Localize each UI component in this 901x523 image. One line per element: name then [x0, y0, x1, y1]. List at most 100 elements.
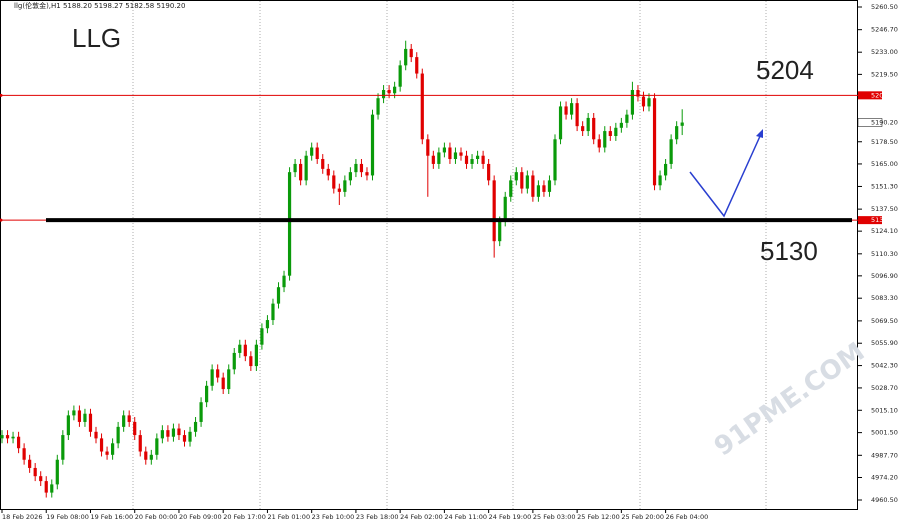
x-tick-label: 21 Feb 01:00 — [267, 513, 310, 521]
x-tick-label: 20 Feb 00:00 — [135, 513, 178, 521]
x-tick-label: 26 Feb 04:00 — [666, 513, 709, 521]
candle-body — [160, 430, 164, 439]
candle-body — [260, 328, 264, 345]
candle-body — [442, 147, 446, 153]
candle-body — [50, 484, 54, 493]
candle-body — [11, 436, 15, 439]
candle-body — [304, 155, 308, 181]
plot-frame — [0, 0, 858, 510]
candle-body — [238, 344, 242, 353]
x-tick-label: 25 Feb 03:00 — [533, 513, 576, 521]
candle-body — [614, 127, 618, 137]
candle-body — [470, 159, 474, 164]
candle-body — [254, 344, 258, 367]
y-tick-label: 5151.30 — [871, 182, 898, 190]
candle-body — [66, 415, 70, 436]
candle-body — [193, 421, 198, 432]
candle-body — [415, 57, 419, 74]
x-tick-label: 24 Feb 11:00 — [444, 513, 487, 521]
y-tick-label: 5015.10 — [871, 406, 898, 414]
candle-body — [625, 114, 629, 123]
candle-body — [177, 428, 181, 436]
x-tick-label: 19 Feb 16:00 — [90, 513, 133, 521]
candle-body — [553, 139, 557, 181]
x-tick-label: 24 Feb 02:00 — [400, 513, 443, 521]
candle-body — [398, 65, 402, 87]
candle-body — [542, 185, 546, 192]
candle-body — [188, 431, 192, 442]
candle-body — [453, 152, 458, 160]
candle-body — [55, 459, 59, 485]
candle-body — [564, 106, 568, 115]
candle-body — [205, 385, 209, 403]
resistance-annotation: 5204 — [756, 55, 814, 85]
chart-header: llg(伦敦金),H1 5188.20 5198.27 5182.58 5190… — [14, 1, 185, 10]
candle-body — [514, 172, 518, 181]
candle-body — [426, 139, 430, 156]
candle-body — [249, 356, 253, 367]
candle-body — [94, 431, 98, 439]
candle-body — [481, 155, 485, 164]
candle-body — [88, 413, 93, 432]
candle-body — [575, 103, 579, 127]
candle-body — [321, 159, 325, 169]
candle-body — [393, 86, 397, 94]
candle-body — [409, 48, 413, 58]
candle-body — [475, 155, 480, 160]
last-price-label: 5190.20 — [871, 119, 898, 127]
candle-body — [127, 415, 131, 422]
candle-body — [630, 89, 635, 115]
x-tick-label: 25 Feb 20:00 — [621, 513, 664, 521]
y-tick-label: 4960.50 — [871, 496, 898, 504]
y-tick-label: 5096.90 — [871, 272, 898, 280]
x-tick-label: 23 Feb 18:00 — [356, 513, 399, 521]
candle-body — [166, 430, 170, 437]
candle-body — [569, 103, 574, 115]
candle-body — [310, 147, 314, 156]
candle-body — [520, 172, 524, 189]
candle-body — [243, 344, 247, 357]
price-line-label: 5206.75 — [871, 91, 898, 99]
candle-body — [381, 89, 386, 99]
candle-body — [503, 196, 507, 222]
price-line-tag — [858, 91, 882, 100]
candle-body — [365, 172, 369, 176]
y-tick-label: 5055.90 — [871, 339, 898, 347]
candle-body — [636, 89, 640, 97]
candle-body — [376, 98, 380, 115]
candle-body — [332, 175, 336, 189]
candle-body — [581, 126, 585, 132]
x-tick-label: 19 Feb 08:00 — [46, 513, 89, 521]
candle-body — [271, 303, 275, 321]
candle-body — [171, 428, 176, 437]
candle-body — [227, 369, 231, 390]
candle-body — [437, 152, 441, 164]
x-tick-label: 23 Feb 10:00 — [312, 513, 355, 521]
y-tick-label: 5233.00 — [871, 48, 898, 56]
candle-body — [404, 48, 408, 66]
x-tick-label: 18 Feb 2026 — [2, 513, 42, 521]
candle-body — [16, 436, 21, 449]
candle-body — [116, 426, 120, 444]
candle-body — [531, 175, 535, 197]
y-tick-label: 5178.50 — [871, 138, 898, 146]
candle-body — [359, 163, 364, 173]
candle-body — [299, 163, 303, 181]
price-line-tag — [858, 216, 882, 225]
y-tick-label: 4987.70 — [871, 451, 898, 459]
candle-body — [122, 415, 126, 427]
candle-body — [370, 114, 375, 176]
candle-body — [5, 435, 10, 439]
candle-body — [348, 172, 352, 181]
forecast-arrow — [689, 129, 763, 218]
price-line-anchor — [0, 218, 3, 222]
candle-body — [343, 180, 347, 192]
candle-body — [387, 89, 391, 94]
candle-body — [28, 459, 32, 468]
y-tick-label: 5042.30 — [871, 362, 898, 370]
x-tick-label: 25 Feb 12:00 — [577, 513, 620, 521]
candle-body — [276, 287, 281, 304]
y-tick-label: 5246.70 — [871, 26, 898, 34]
last-price-tag — [857, 118, 883, 127]
candle-body — [199, 402, 203, 422]
